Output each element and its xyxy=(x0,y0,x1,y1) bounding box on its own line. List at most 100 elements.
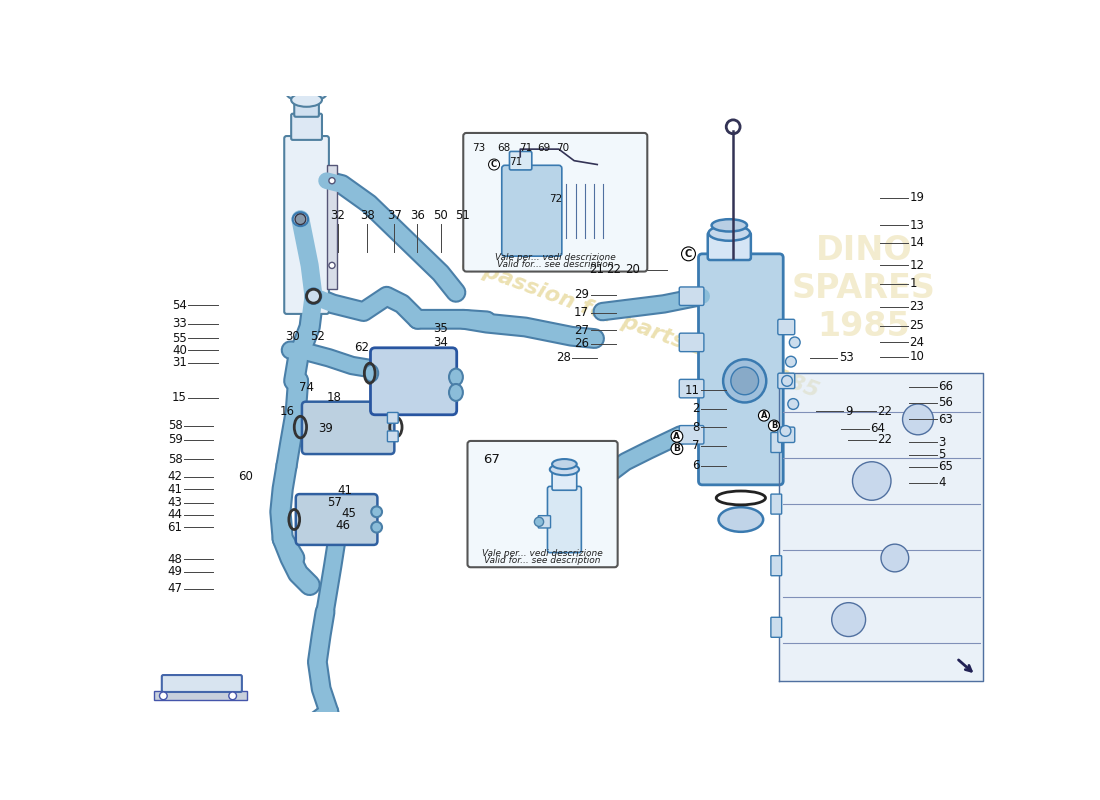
Text: 49: 49 xyxy=(167,565,183,578)
Ellipse shape xyxy=(293,212,308,226)
Ellipse shape xyxy=(552,459,576,469)
Text: 14: 14 xyxy=(910,236,924,249)
Text: 15: 15 xyxy=(172,391,187,404)
Text: 25: 25 xyxy=(910,319,924,332)
Circle shape xyxy=(790,337,800,348)
Text: 19: 19 xyxy=(910,191,924,204)
Text: 32: 32 xyxy=(330,210,345,222)
Text: B: B xyxy=(673,444,681,453)
Text: 71: 71 xyxy=(519,143,532,154)
Text: 74: 74 xyxy=(299,381,314,394)
Text: 41: 41 xyxy=(167,482,183,495)
Text: 53: 53 xyxy=(839,351,854,364)
FancyBboxPatch shape xyxy=(371,348,456,414)
Text: 69: 69 xyxy=(537,143,550,154)
Text: 22: 22 xyxy=(606,263,621,276)
FancyBboxPatch shape xyxy=(468,441,618,567)
Text: 22: 22 xyxy=(877,405,892,418)
FancyBboxPatch shape xyxy=(680,426,704,444)
FancyBboxPatch shape xyxy=(778,319,794,334)
Text: 54: 54 xyxy=(172,299,187,312)
FancyBboxPatch shape xyxy=(771,618,782,638)
Ellipse shape xyxy=(364,365,378,382)
Text: 11: 11 xyxy=(684,384,700,397)
Ellipse shape xyxy=(449,384,463,401)
Text: 18: 18 xyxy=(327,391,342,404)
Circle shape xyxy=(881,544,909,572)
FancyBboxPatch shape xyxy=(295,98,319,117)
Circle shape xyxy=(785,356,796,367)
Text: A: A xyxy=(761,411,767,420)
Text: 61: 61 xyxy=(167,521,183,534)
Text: 52: 52 xyxy=(310,330,324,342)
Text: 39: 39 xyxy=(319,422,333,435)
Circle shape xyxy=(723,359,767,402)
Ellipse shape xyxy=(372,506,382,517)
Circle shape xyxy=(902,404,933,434)
Text: 33: 33 xyxy=(172,318,187,330)
Text: 44: 44 xyxy=(167,508,183,522)
Circle shape xyxy=(832,602,866,637)
Text: 8: 8 xyxy=(692,421,700,434)
Text: 24: 24 xyxy=(910,336,924,349)
Text: 10: 10 xyxy=(910,350,924,363)
FancyBboxPatch shape xyxy=(502,166,562,256)
Text: 1: 1 xyxy=(910,278,916,290)
Circle shape xyxy=(782,375,792,386)
Ellipse shape xyxy=(449,369,463,386)
Text: 7: 7 xyxy=(692,439,700,452)
Text: 13: 13 xyxy=(910,219,924,232)
Ellipse shape xyxy=(718,507,763,532)
FancyBboxPatch shape xyxy=(292,114,322,140)
Text: 63: 63 xyxy=(938,413,953,426)
Text: 70: 70 xyxy=(556,143,569,154)
Text: 47: 47 xyxy=(167,582,183,595)
Text: 65: 65 xyxy=(938,460,953,474)
FancyBboxPatch shape xyxy=(162,675,242,692)
Ellipse shape xyxy=(712,219,747,231)
Text: 21: 21 xyxy=(590,263,604,276)
Text: 40: 40 xyxy=(172,344,187,357)
Text: 58: 58 xyxy=(168,419,183,432)
Text: 48: 48 xyxy=(167,553,183,566)
Text: 42: 42 xyxy=(167,470,183,483)
Text: C: C xyxy=(491,160,497,169)
Text: 51: 51 xyxy=(455,210,471,222)
Text: 31: 31 xyxy=(172,356,187,370)
Circle shape xyxy=(788,398,799,410)
Text: 64: 64 xyxy=(870,422,886,435)
Ellipse shape xyxy=(550,464,579,475)
Ellipse shape xyxy=(286,86,327,102)
Circle shape xyxy=(852,462,891,500)
FancyBboxPatch shape xyxy=(552,470,576,490)
FancyBboxPatch shape xyxy=(771,556,782,576)
Ellipse shape xyxy=(372,522,382,533)
Text: 22: 22 xyxy=(877,434,892,446)
FancyBboxPatch shape xyxy=(301,402,395,454)
Text: 28: 28 xyxy=(556,351,571,364)
Text: 36: 36 xyxy=(410,210,425,222)
Ellipse shape xyxy=(292,93,322,106)
Text: 5: 5 xyxy=(938,448,946,461)
Circle shape xyxy=(780,426,791,436)
FancyBboxPatch shape xyxy=(509,151,531,170)
Text: 29: 29 xyxy=(574,289,590,302)
Text: 26: 26 xyxy=(574,337,590,350)
Circle shape xyxy=(306,289,321,304)
Text: DINO
SPARES
1985: DINO SPARES 1985 xyxy=(792,234,936,343)
Bar xyxy=(327,166,338,289)
Text: 6: 6 xyxy=(692,459,700,472)
Circle shape xyxy=(160,692,167,700)
Text: Valid for... see description: Valid for... see description xyxy=(497,260,614,269)
Text: 57: 57 xyxy=(327,496,342,509)
Text: 66: 66 xyxy=(938,380,953,394)
FancyBboxPatch shape xyxy=(680,333,704,352)
FancyBboxPatch shape xyxy=(538,516,550,528)
FancyBboxPatch shape xyxy=(463,133,647,271)
Bar xyxy=(154,691,246,701)
Circle shape xyxy=(535,517,543,526)
Text: 71: 71 xyxy=(508,158,521,167)
Text: 50: 50 xyxy=(433,210,449,222)
FancyBboxPatch shape xyxy=(296,494,377,545)
Text: C: C xyxy=(685,249,692,259)
